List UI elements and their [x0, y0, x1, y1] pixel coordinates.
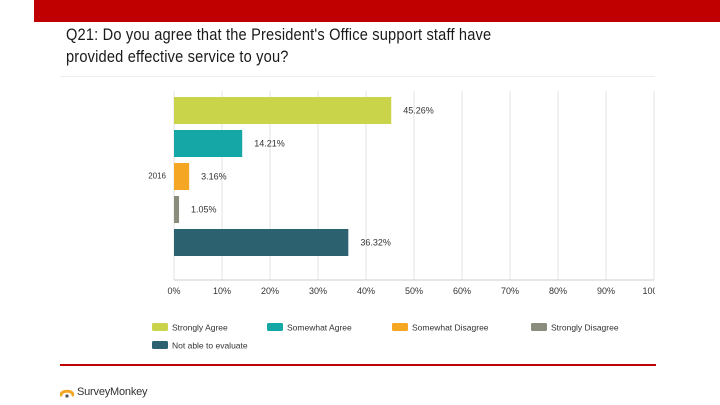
legend-swatch-strongly-agree [152, 323, 168, 331]
x-tick-label: 70% [501, 286, 519, 296]
surveymonkey-logo-icon [59, 386, 75, 398]
x-tick-label: 0% [167, 286, 180, 296]
bar-strongly-disagree [174, 196, 180, 223]
slide-title: Q21: Do you agree that the President's O… [66, 24, 582, 68]
bar-somewhat-disagree [174, 163, 190, 190]
x-tick-label: 30% [309, 286, 327, 296]
legend-label-strongly-agree: Strongly Agree [172, 323, 228, 333]
data-label-strongly-disagree: 1.05% [191, 205, 217, 215]
legend-label-somewhat-disagree: Somewhat Disagree [412, 323, 489, 333]
data-label-not-able-to-evaluate: 36.32% [360, 238, 391, 248]
x-tick-label: 60% [453, 286, 471, 296]
legend-swatch-strongly-disagree [531, 323, 547, 331]
chart-panel: 0% 10% 20% 30% 40% 50% 60% 70% 80% 90% 100% 2016 45.… [60, 76, 666, 364]
x-tick-label: 10% [213, 286, 231, 296]
slide-title-line-2: provided effective service to you? [66, 47, 289, 66]
x-tick-label: 90% [597, 286, 615, 296]
slide-title-line-1: Q21: Do you agree that the President's O… [66, 25, 492, 44]
category-label: 2016 [148, 172, 166, 181]
data-label-somewhat-disagree: 3.16% [201, 172, 227, 182]
top-accent-bar [0, 0, 720, 22]
legend-label-strongly-disagree: Strongly Disagree [551, 323, 619, 333]
legend-label-somewhat-agree: Somewhat Agree [287, 323, 352, 333]
top-bar-gap [0, 0, 34, 22]
legend-swatch-not-able-to-evaluate [152, 341, 168, 349]
bar-strongly-agree [174, 97, 392, 124]
data-label-strongly-agree: 45.26% [403, 106, 434, 116]
bar-somewhat-agree [174, 130, 243, 157]
bar-chart: 0% 10% 20% 30% 40% 50% 60% 70% 80% 90% 100% 2016 45.… [148, 91, 666, 351]
x-tick-label: 80% [549, 286, 567, 296]
data-label-somewhat-agree: 14.21% [254, 139, 285, 149]
logo-text: SurveyMonkey [77, 386, 148, 398]
panel-divider [60, 364, 656, 366]
surveymonkey-logo: SurveyMonkey [59, 383, 148, 401]
legend-swatch-somewhat-disagree [392, 323, 408, 331]
legend-swatch-somewhat-agree [267, 323, 283, 331]
x-tick-label: 20% [261, 286, 279, 296]
legend-label-not-able-to-evaluate: Not able to evaluate [172, 341, 248, 351]
bar-not-able-to-evaluate [174, 229, 349, 256]
x-tick-label: 100% [642, 286, 655, 296]
x-tick-label: 50% [405, 286, 423, 296]
x-tick-label: 40% [357, 286, 375, 296]
